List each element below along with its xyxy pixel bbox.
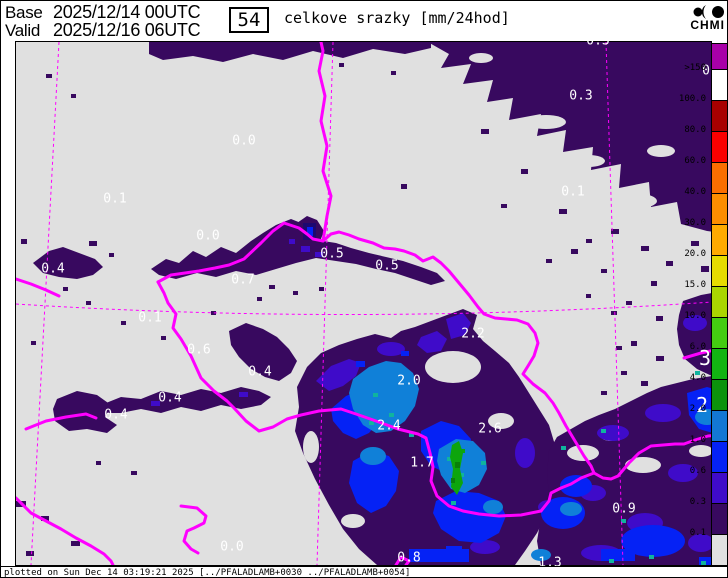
map-value-label: 0: [702, 63, 710, 79]
colorbar: [711, 43, 727, 566]
parallel-line: [16, 301, 712, 316]
colorbar-segment: [712, 348, 727, 379]
map-value-label: 0.4: [158, 390, 182, 406]
colorbar-segment: [712, 44, 727, 69]
map-value-label: 2: [695, 393, 709, 417]
map-value-label: 0.4: [41, 261, 65, 277]
country-borders: [16, 42, 712, 565]
map-value-label: 1.7: [410, 455, 434, 471]
border-alps-diagonal: [16, 496, 115, 565]
map-value-label: 0.4: [104, 407, 128, 423]
chmi-logo: CHMI: [681, 3, 727, 37]
border-austria-slovakia: [539, 434, 712, 513]
map-value-label: 0.5: [375, 258, 399, 274]
colorbar-level-label: 15.0: [684, 280, 706, 290]
map-value-label: 2.6: [478, 421, 502, 437]
colorbar-segment: [712, 410, 727, 441]
valid-time: 2025/12/16 06UTC: [53, 20, 201, 40]
colorbar-level-label: 2.0: [689, 404, 706, 414]
colorbar-level-label: 0.3: [689, 497, 706, 507]
map-value-label: 0.9: [612, 501, 636, 517]
status-bar: plotted on Sun Dec 14 03:19:21 2025 [../…: [1, 566, 727, 578]
forecast-step-box: 54: [229, 7, 269, 33]
chmi-logo-text: CHMI: [690, 18, 725, 32]
colorbar-segment: [712, 317, 727, 348]
border-west-segment: [24, 412, 98, 431]
colorbar-segment: [712, 224, 727, 255]
map-value-label: 0.4: [248, 364, 272, 380]
colorbar-level-label: 0.1: [689, 528, 706, 538]
map-value-label: 2.2: [461, 326, 485, 342]
grid-lines: [16, 42, 712, 565]
map-value-label: 0.1: [138, 310, 162, 326]
map-value-label: 0.0: [196, 228, 220, 244]
map-value-label: 0.0: [232, 133, 256, 149]
colorbar-segment: [712, 534, 727, 565]
colorbar-level-label: 0.6: [689, 466, 706, 476]
colorbar-level-label: 30.0: [684, 218, 706, 228]
map-value-label: 2.0: [397, 373, 421, 389]
forecast-step-value: 54: [237, 9, 261, 31]
precip-green: [450, 441, 465, 495]
map-value-label: 0.1: [561, 184, 585, 200]
map-value-label: 0.8: [397, 550, 421, 566]
colorbar-level-label: 40.0: [684, 187, 706, 197]
colorbar-segment: [712, 441, 727, 472]
colorbar-level-label: 4.0: [689, 373, 706, 383]
border-bottom-segment: [394, 555, 411, 565]
map-value-label: 0.5: [320, 246, 344, 262]
chmi-logo-icon: [693, 5, 724, 19]
map-value-label: 0.1: [103, 191, 127, 207]
colorbar-segment: [712, 255, 727, 286]
page-title: celkove srazky [mm/24hod]: [284, 9, 510, 27]
map-value-label: 2.4: [377, 418, 401, 434]
map-value-label: 0.6: [187, 342, 211, 358]
map-value-label: 0.7: [231, 272, 255, 288]
valid-label: Valid: [5, 21, 41, 40]
map-value-label: 0.0: [220, 539, 244, 555]
colorbar-segment: [712, 193, 727, 224]
border-germany-poland: [317, 42, 333, 243]
colorbar-level-label: 1.0: [689, 435, 706, 445]
base-time: 2025/12/14 00UTC: [53, 2, 201, 22]
colorbar-segment: [712, 379, 727, 410]
precip-teal: [369, 371, 706, 565]
border-czech-north-east: [156, 221, 596, 475]
map-value-label: 3: [698, 346, 712, 370]
colorbar-segment: [712, 69, 727, 100]
colorbar-segment: [712, 131, 727, 162]
colorbar-segment: [712, 100, 727, 131]
colorbar-segment: [712, 162, 727, 193]
border-hook: [179, 504, 208, 555]
colorbar-level-label: >150: [684, 63, 706, 73]
border-czech-west-south: [156, 280, 543, 518]
colorbar-level-label: 6.0: [689, 342, 706, 352]
colorbar-level-label: 10.0: [684, 311, 706, 321]
colorbar-level-label: 60.0: [684, 156, 706, 166]
colorbar-segment: [712, 503, 727, 534]
colorbar-level-label: 80.0: [684, 125, 706, 135]
precip-steel: [349, 361, 712, 561]
border-left-segment: [16, 277, 61, 298]
plot-timestamp: plotted on Sun Dec 14 03:19:21 2025 [../…: [4, 568, 411, 578]
map-value-label: 0.3: [569, 88, 593, 104]
base-label: Base: [5, 3, 43, 22]
colorbar-level-label: 20.0: [684, 249, 706, 259]
colorbar-level-label: 100.0: [678, 94, 706, 104]
map-value-label: 0.3: [586, 33, 610, 49]
border-right-segment: [682, 349, 712, 360]
colorbar-segment: [712, 286, 727, 317]
colorbar-segment: [712, 472, 727, 503]
